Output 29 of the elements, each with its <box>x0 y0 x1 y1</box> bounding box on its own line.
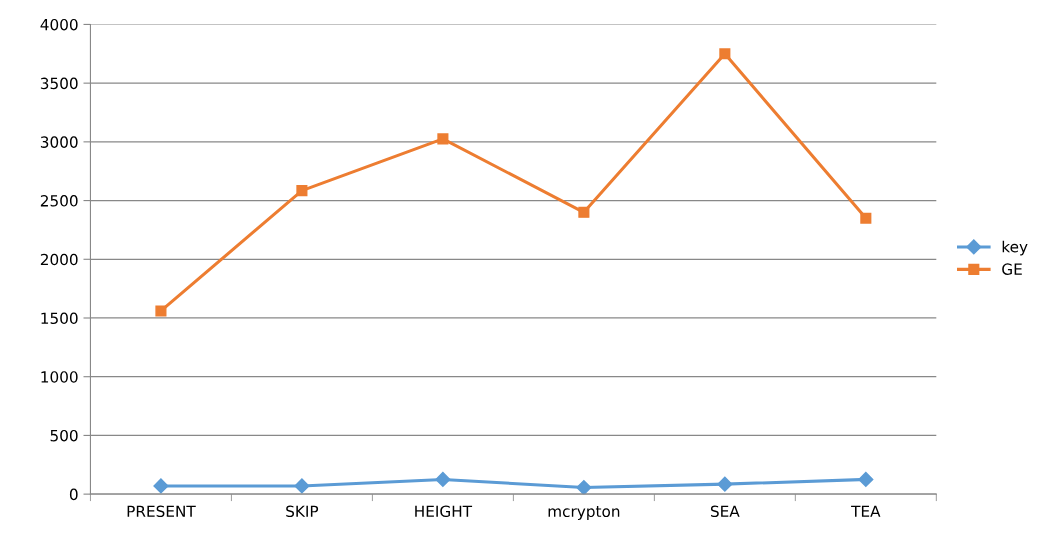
legend-label: key <box>1002 240 1028 256</box>
x-tick-label: SKIP <box>286 505 319 518</box>
point <box>858 471 874 488</box>
x-tick-label: PRESENT <box>127 505 196 518</box>
point <box>719 48 731 60</box>
y-tick-label: 4000 <box>40 18 78 31</box>
y-tick-label: 3500 <box>40 77 78 90</box>
x-tick-label: TEA <box>851 505 881 517</box>
point <box>435 471 451 488</box>
x-tick-label: HEIGHT <box>415 505 473 518</box>
y-tick-label: 1500 <box>41 312 78 325</box>
y-tick-label: 1000 <box>41 371 78 383</box>
point <box>717 476 733 492</box>
point <box>578 206 590 218</box>
point <box>860 212 872 224</box>
x-tick-label: mcrypton <box>548 506 620 521</box>
point <box>296 185 308 197</box>
point <box>576 479 592 495</box>
point <box>153 478 169 494</box>
x-tick-label: SEA <box>710 505 740 518</box>
y-tick-label: 2500 <box>40 195 78 207</box>
y-tick-label: 500 <box>50 429 78 442</box>
y-tick-label: 0 <box>69 488 78 501</box>
y-tick-label: 3000 <box>40 136 78 148</box>
legend-label: GE <box>1002 263 1022 275</box>
point <box>437 133 449 145</box>
point <box>155 305 167 317</box>
point <box>294 478 310 494</box>
y-tick-label: 2000 <box>40 253 78 266</box>
